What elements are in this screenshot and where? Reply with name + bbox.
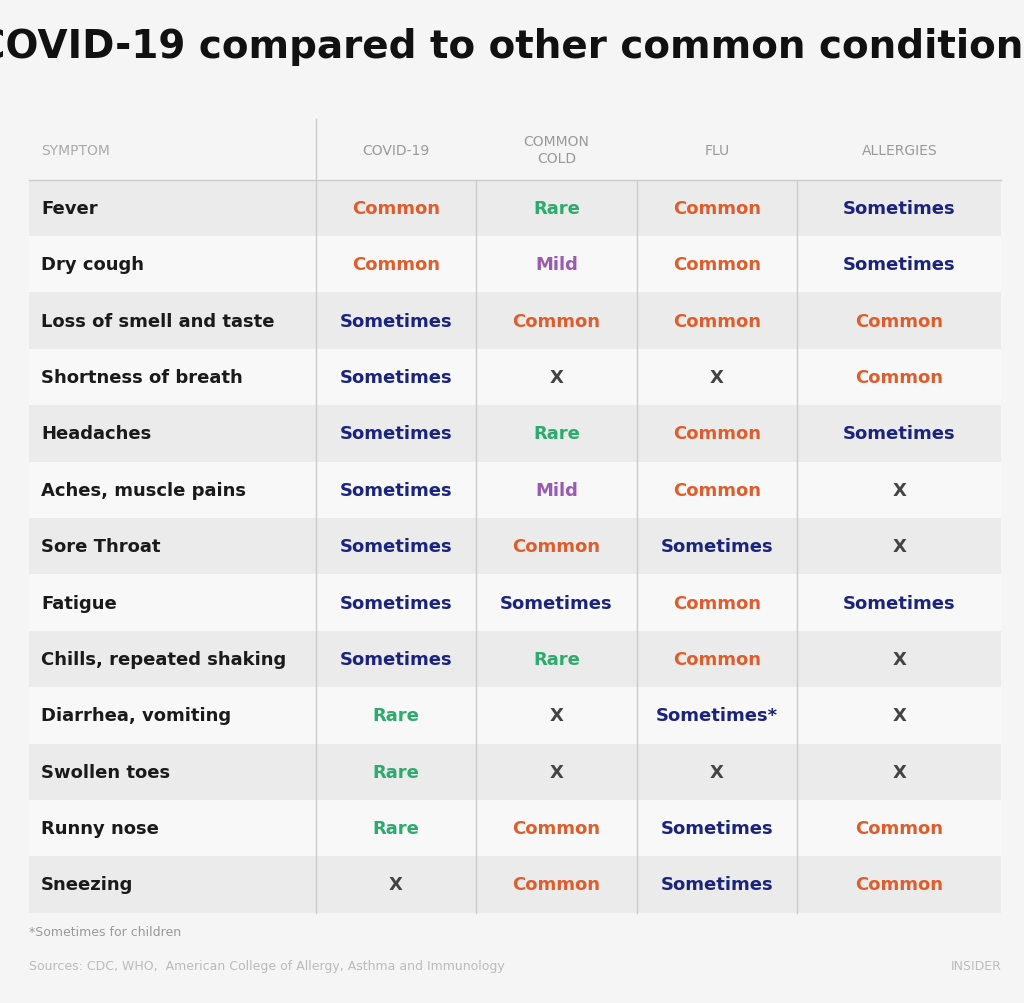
Text: Rare: Rare [373, 763, 420, 781]
Text: X: X [389, 876, 402, 894]
Text: Common: Common [673, 481, 761, 499]
Text: Dry cough: Dry cough [41, 256, 144, 274]
Text: X: X [892, 538, 906, 556]
Text: Common: Common [512, 312, 600, 330]
Text: Mild: Mild [535, 256, 578, 274]
Bar [29, 575, 1001, 631]
Text: Sometimes: Sometimes [340, 425, 453, 443]
Text: Sometimes: Sometimes [843, 200, 955, 218]
Text: Sometimes: Sometimes [340, 369, 453, 387]
Bar [29, 631, 1001, 687]
Bar [29, 800, 1001, 857]
Bar [29, 519, 1001, 575]
Text: X: X [892, 650, 906, 668]
Text: COVID-19 compared to other common conditions: COVID-19 compared to other common condit… [0, 28, 1024, 66]
Text: X: X [550, 763, 563, 781]
Text: Common: Common [855, 312, 943, 330]
Text: *Sometimes for children: *Sometimes for children [29, 925, 181, 938]
Text: Common: Common [512, 538, 600, 556]
Text: Sneezing: Sneezing [41, 876, 133, 894]
Text: Sometimes: Sometimes [843, 425, 955, 443]
Text: Sometimes: Sometimes [660, 538, 773, 556]
Text: Sometimes: Sometimes [340, 312, 453, 330]
Text: X: X [550, 369, 563, 387]
Text: Rare: Rare [532, 650, 580, 668]
Text: ALLERGIES: ALLERGIES [861, 143, 937, 157]
Text: Common: Common [673, 425, 761, 443]
Text: Loss of smell and taste: Loss of smell and taste [41, 312, 274, 330]
Text: Common: Common [673, 200, 761, 218]
Text: Mild: Mild [535, 481, 578, 499]
Text: Sometimes: Sometimes [660, 876, 773, 894]
Text: X: X [892, 481, 906, 499]
Text: Common: Common [352, 256, 440, 274]
Bar [29, 406, 1001, 462]
Text: X: X [710, 763, 724, 781]
Text: INSIDER: INSIDER [950, 959, 1001, 972]
Bar [29, 181, 1001, 237]
Bar [29, 744, 1001, 800]
Text: Diarrhea, vomiting: Diarrhea, vomiting [41, 706, 231, 724]
Text: Common: Common [512, 876, 600, 894]
Text: Common: Common [855, 369, 943, 387]
Text: COVID-19: COVID-19 [362, 143, 429, 157]
Text: Chills, repeated shaking: Chills, repeated shaking [41, 650, 287, 668]
Text: X: X [550, 706, 563, 724]
Text: Sometimes: Sometimes [843, 594, 955, 612]
Text: Aches, muscle pains: Aches, muscle pains [41, 481, 246, 499]
Bar [29, 687, 1001, 744]
Bar [29, 349, 1001, 406]
Text: Sometimes: Sometimes [340, 594, 453, 612]
Text: Sometimes: Sometimes [500, 594, 612, 612]
Text: Sometimes: Sometimes [843, 256, 955, 274]
Text: Fever: Fever [41, 200, 97, 218]
Bar [29, 237, 1001, 293]
Text: Fatigue: Fatigue [41, 594, 117, 612]
Text: Sometimes: Sometimes [340, 538, 453, 556]
Text: Sore Throat: Sore Throat [41, 538, 161, 556]
Bar [29, 857, 1001, 913]
Text: Common: Common [352, 200, 440, 218]
Text: Sometimes: Sometimes [660, 819, 773, 838]
Text: Sometimes: Sometimes [340, 650, 453, 668]
Text: Common: Common [855, 819, 943, 838]
Text: Common: Common [673, 650, 761, 668]
Text: X: X [710, 369, 724, 387]
Text: Common: Common [673, 256, 761, 274]
Text: X: X [892, 763, 906, 781]
Bar [29, 120, 1001, 181]
Text: X: X [892, 706, 906, 724]
Text: Common: Common [855, 876, 943, 894]
Text: Runny nose: Runny nose [41, 819, 159, 838]
Text: Sometimes: Sometimes [340, 481, 453, 499]
Text: COMMON
COLD: COMMON COLD [523, 135, 590, 165]
Text: Common: Common [673, 594, 761, 612]
Text: Headaches: Headaches [41, 425, 152, 443]
Text: Sometimes*: Sometimes* [655, 706, 778, 724]
Text: Swollen toes: Swollen toes [41, 763, 170, 781]
Text: FLU: FLU [705, 143, 729, 157]
Text: Common: Common [673, 312, 761, 330]
Text: Rare: Rare [373, 706, 420, 724]
Text: Shortness of breath: Shortness of breath [41, 369, 243, 387]
Bar [29, 293, 1001, 349]
Text: Common: Common [512, 819, 600, 838]
Bar [29, 462, 1001, 519]
Text: SYMPTOM: SYMPTOM [41, 143, 110, 157]
Text: Rare: Rare [373, 819, 420, 838]
Text: Rare: Rare [532, 425, 580, 443]
Text: Rare: Rare [532, 200, 580, 218]
Text: Sources: CDC, WHO,  American College of Allergy, Asthma and Immunology: Sources: CDC, WHO, American College of A… [29, 959, 505, 972]
